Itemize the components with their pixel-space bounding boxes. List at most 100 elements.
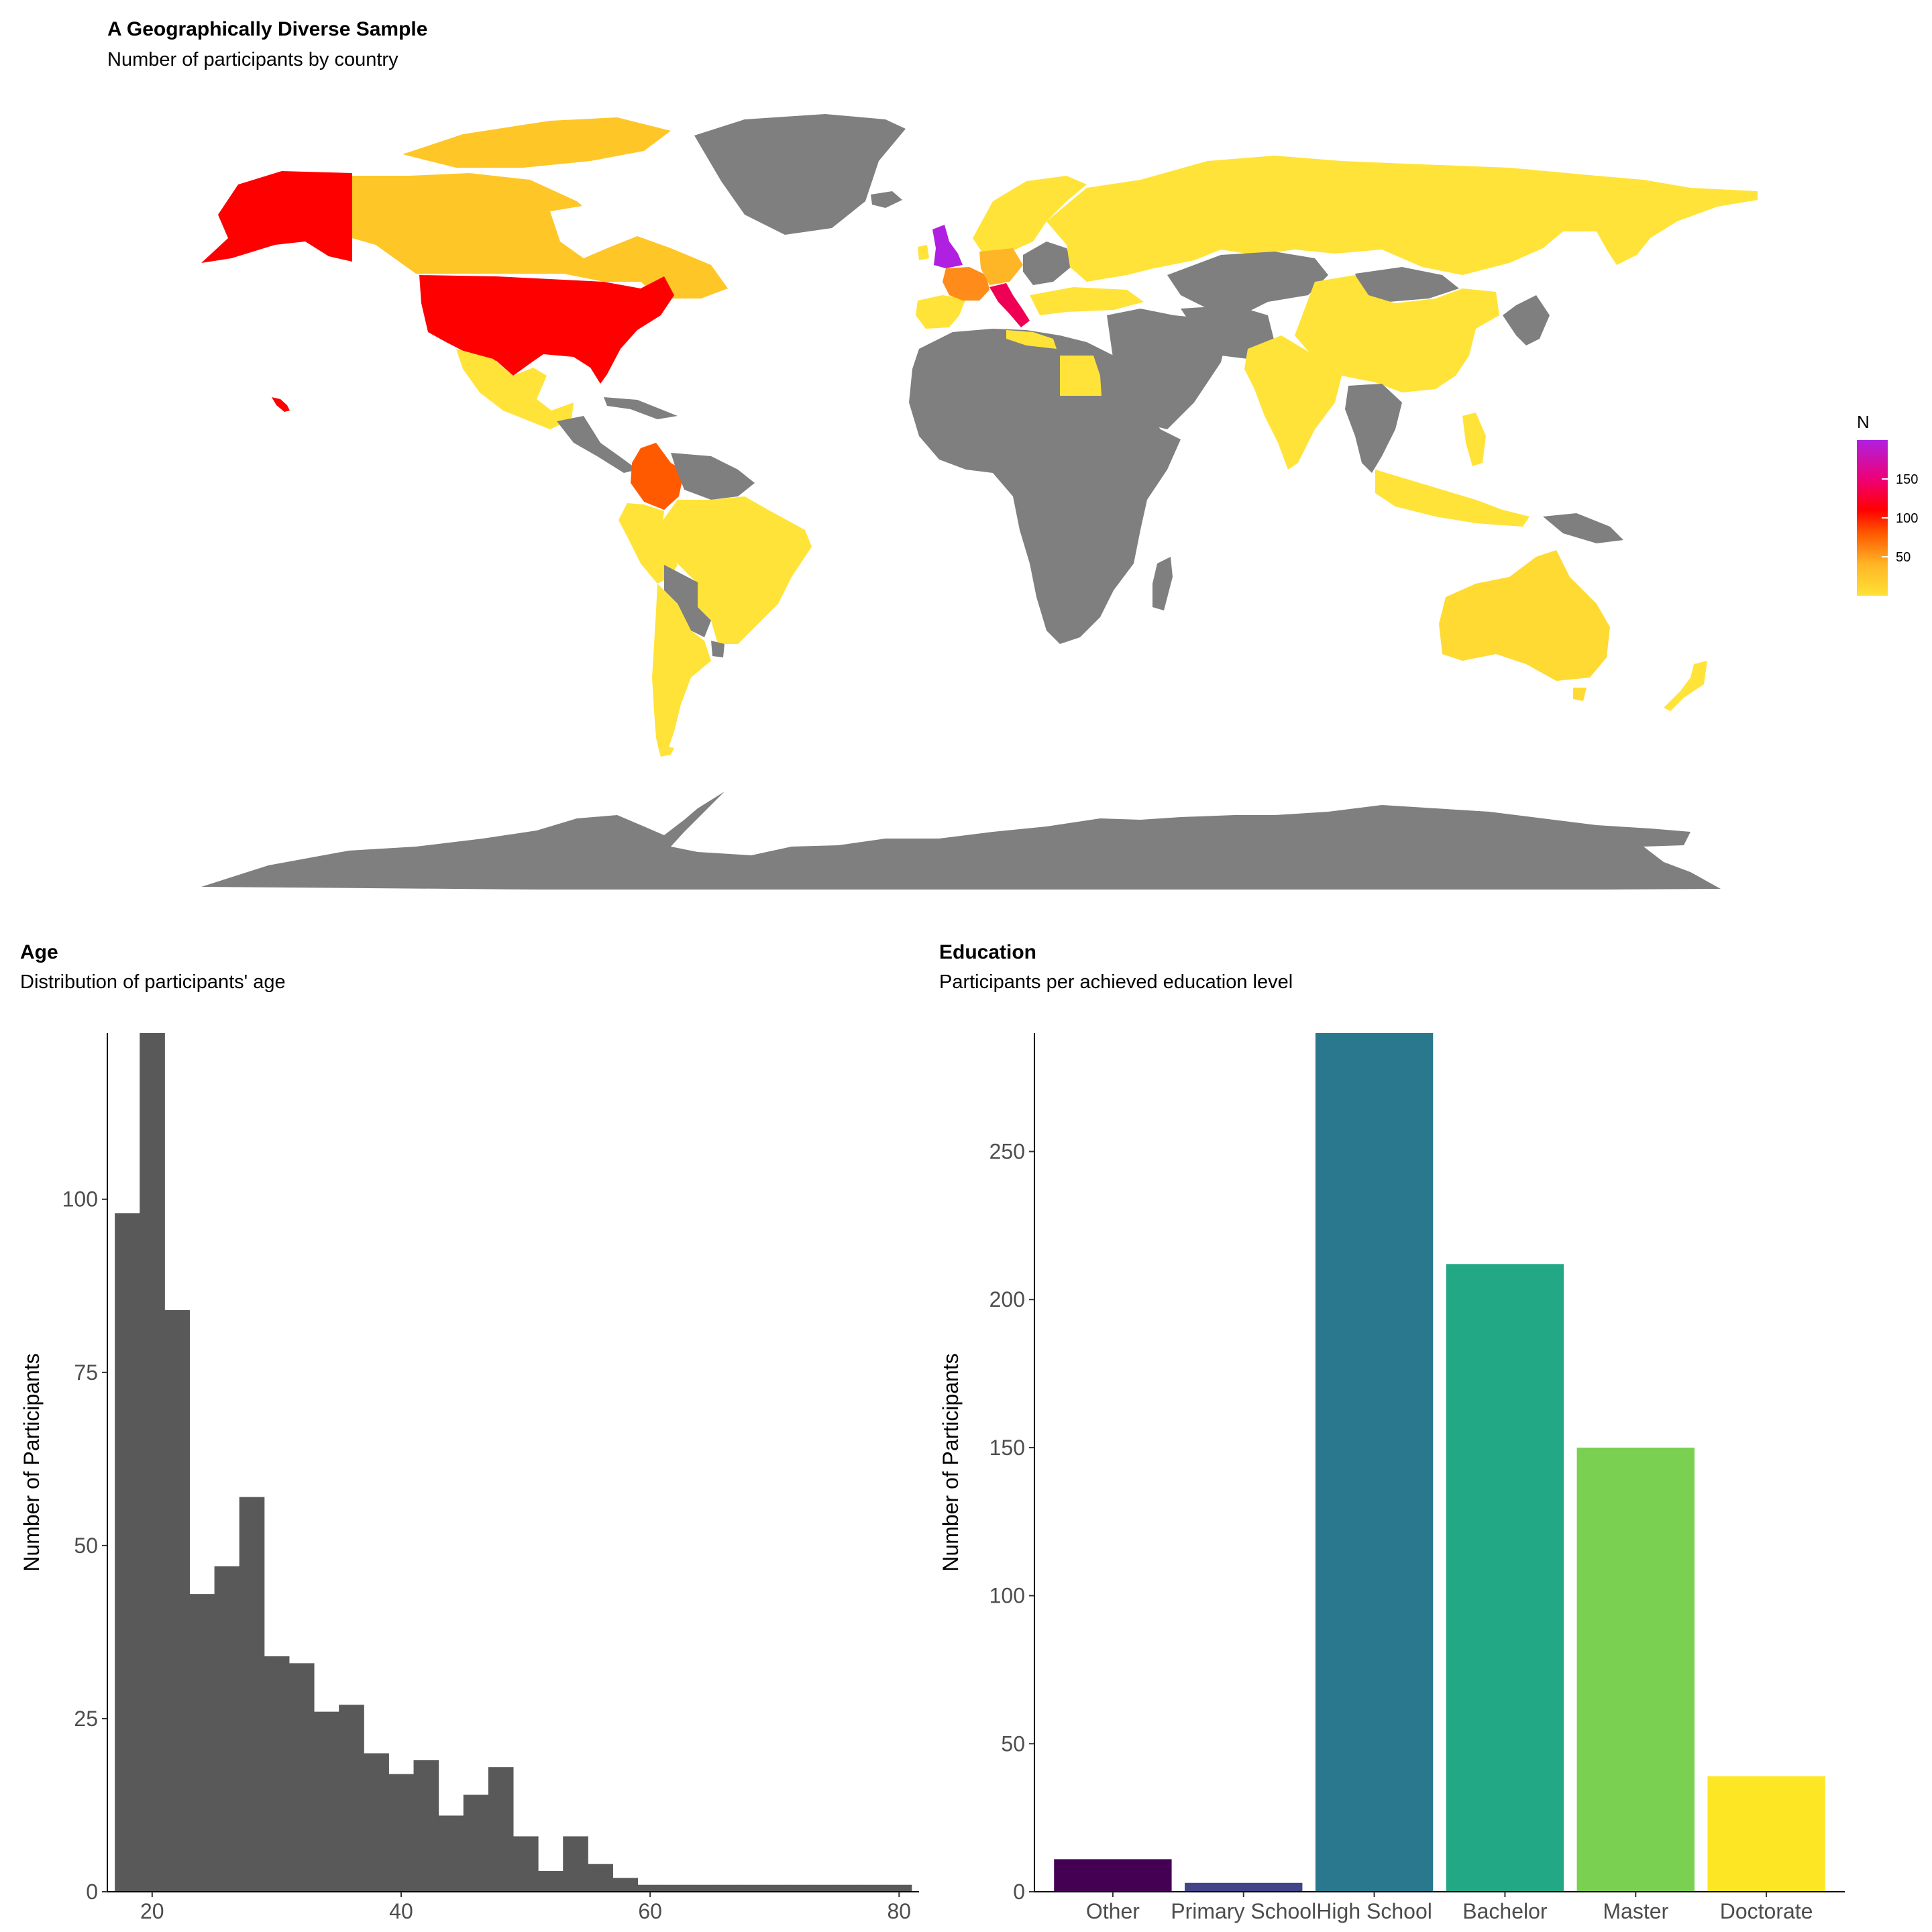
map-region-africa xyxy=(909,329,1181,644)
edu-x-tick-label: Bachelor xyxy=(1462,1899,1548,1923)
education-bar xyxy=(1054,1859,1172,1892)
map-region-canada-islands xyxy=(402,117,671,168)
edu-x-tick-label: Primary School xyxy=(1171,1899,1316,1923)
map-region-turkey xyxy=(1030,287,1144,315)
legend-tick-label: 50 xyxy=(1896,550,1911,565)
map-region-brazil xyxy=(654,496,812,644)
age-x-tick-label: 60 xyxy=(638,1899,662,1923)
age-bar xyxy=(189,1594,215,1892)
age-x-tick-label: 80 xyxy=(888,1899,912,1923)
age-bar xyxy=(687,1884,713,1892)
map-region-iceland xyxy=(871,191,902,208)
edu-y-tick-label: 100 xyxy=(989,1584,1025,1608)
age-bar xyxy=(588,1864,613,1892)
map-region-tierra-del-fuego xyxy=(657,745,674,757)
age-bar xyxy=(264,1656,290,1892)
education-title: Education xyxy=(939,941,1037,963)
age-bar xyxy=(488,1767,514,1892)
map-region-canada xyxy=(352,173,728,299)
map-region-venezuela xyxy=(671,453,755,500)
age-bar xyxy=(438,1815,464,1892)
edu-y-tick-label: 0 xyxy=(1013,1880,1025,1904)
map-region-central-america xyxy=(557,416,637,473)
age-bar xyxy=(115,1213,140,1892)
age-y-tick-label: 50 xyxy=(74,1534,98,1558)
education-x-ticks: Other Primary School High School Bachelor Ma… xyxy=(1086,1892,1813,1923)
map-region-mongolia xyxy=(1355,267,1459,302)
age-bar xyxy=(364,1753,389,1892)
age-bar xyxy=(214,1566,240,1892)
map-region-italy xyxy=(989,283,1030,327)
map-region-china xyxy=(1295,275,1499,392)
map-region-united-states xyxy=(419,275,674,384)
map-region-france xyxy=(943,267,989,301)
map-region-hawaii xyxy=(272,397,290,412)
map-region-ireland xyxy=(918,245,929,260)
map-region-colombia xyxy=(631,443,684,510)
age-bar xyxy=(612,1878,639,1892)
age-y-tick-label: 25 xyxy=(74,1707,98,1731)
map-region-mexico xyxy=(456,349,574,429)
map-region-peru xyxy=(619,503,678,584)
age-bar xyxy=(637,1884,663,1892)
age-bar xyxy=(463,1794,489,1892)
world-map xyxy=(201,114,1758,890)
legend-title: N xyxy=(1857,412,1870,432)
map-region-eastern-europe xyxy=(1023,241,1073,285)
age-subtitle: Distribution of participants' age xyxy=(20,971,286,993)
map-region-japan xyxy=(1503,295,1550,345)
age-bar xyxy=(239,1497,265,1892)
map-region-germany xyxy=(979,248,1023,285)
education-y-ticks: 0 50 100 150 200 250 xyxy=(989,1140,1034,1904)
edu-x-tick-label: Doctorate xyxy=(1720,1899,1813,1923)
legend-tick-label: 150 xyxy=(1896,472,1918,487)
age-bar xyxy=(662,1884,688,1892)
age-bar xyxy=(837,1884,863,1892)
map-region-russia xyxy=(1046,156,1758,282)
edu-x-tick-label: High School xyxy=(1316,1899,1432,1923)
legend-ticks: 50 100 150 xyxy=(1882,472,1918,565)
education-bar xyxy=(1576,1447,1695,1892)
map-region-spain xyxy=(916,295,966,329)
map-region-india xyxy=(1244,335,1342,470)
map-region-united-kingdom xyxy=(932,225,963,268)
education-bar xyxy=(1185,1882,1303,1892)
map-title: A Geographically Diverse Sample xyxy=(107,18,428,40)
age-bar xyxy=(388,1774,415,1892)
map-region-madagascar xyxy=(1152,557,1173,610)
map-subtitle: Number of participants by country xyxy=(107,49,398,70)
age-bar xyxy=(314,1711,339,1892)
age-bar xyxy=(812,1884,838,1892)
age-bar xyxy=(164,1309,190,1892)
map-region-philippines xyxy=(1462,413,1486,466)
edu-y-tick-label: 200 xyxy=(989,1287,1025,1311)
age-bar xyxy=(339,1705,364,1892)
map-region-caribbean xyxy=(604,397,678,419)
education-subtitle: Participants per achieved education leve… xyxy=(939,971,1293,993)
age-bar xyxy=(762,1884,788,1892)
edu-y-tick-label: 250 xyxy=(989,1140,1025,1164)
map-region-scandinavia xyxy=(973,176,1087,258)
education-bars xyxy=(1054,1033,1825,1892)
age-bar xyxy=(861,1884,888,1892)
map-region-indonesia xyxy=(1375,470,1529,527)
map-region-greenland xyxy=(694,114,906,235)
age-x-tick-label: 40 xyxy=(389,1899,413,1923)
age-y-axis-label: Number of Participants xyxy=(19,1353,44,1571)
map-region-australia xyxy=(1439,550,1610,681)
edu-y-axis-label: Number of Participants xyxy=(938,1353,963,1571)
age-bar xyxy=(787,1884,812,1892)
age-bar xyxy=(563,1836,588,1892)
map-region-new-guinea xyxy=(1543,513,1623,543)
legend-tick-label: 100 xyxy=(1896,511,1918,526)
age-x-tick-label: 20 xyxy=(140,1899,164,1923)
education-bar xyxy=(1707,1776,1825,1892)
age-bars xyxy=(115,1033,912,1892)
age-bar xyxy=(737,1884,763,1892)
map-region-antarctica xyxy=(201,792,1721,890)
education-bar xyxy=(1315,1033,1434,1892)
map-hudson-bay xyxy=(550,205,617,258)
age-y-tick-label: 100 xyxy=(62,1187,98,1212)
map-legend: N 50 100 150 xyxy=(1857,412,1918,596)
